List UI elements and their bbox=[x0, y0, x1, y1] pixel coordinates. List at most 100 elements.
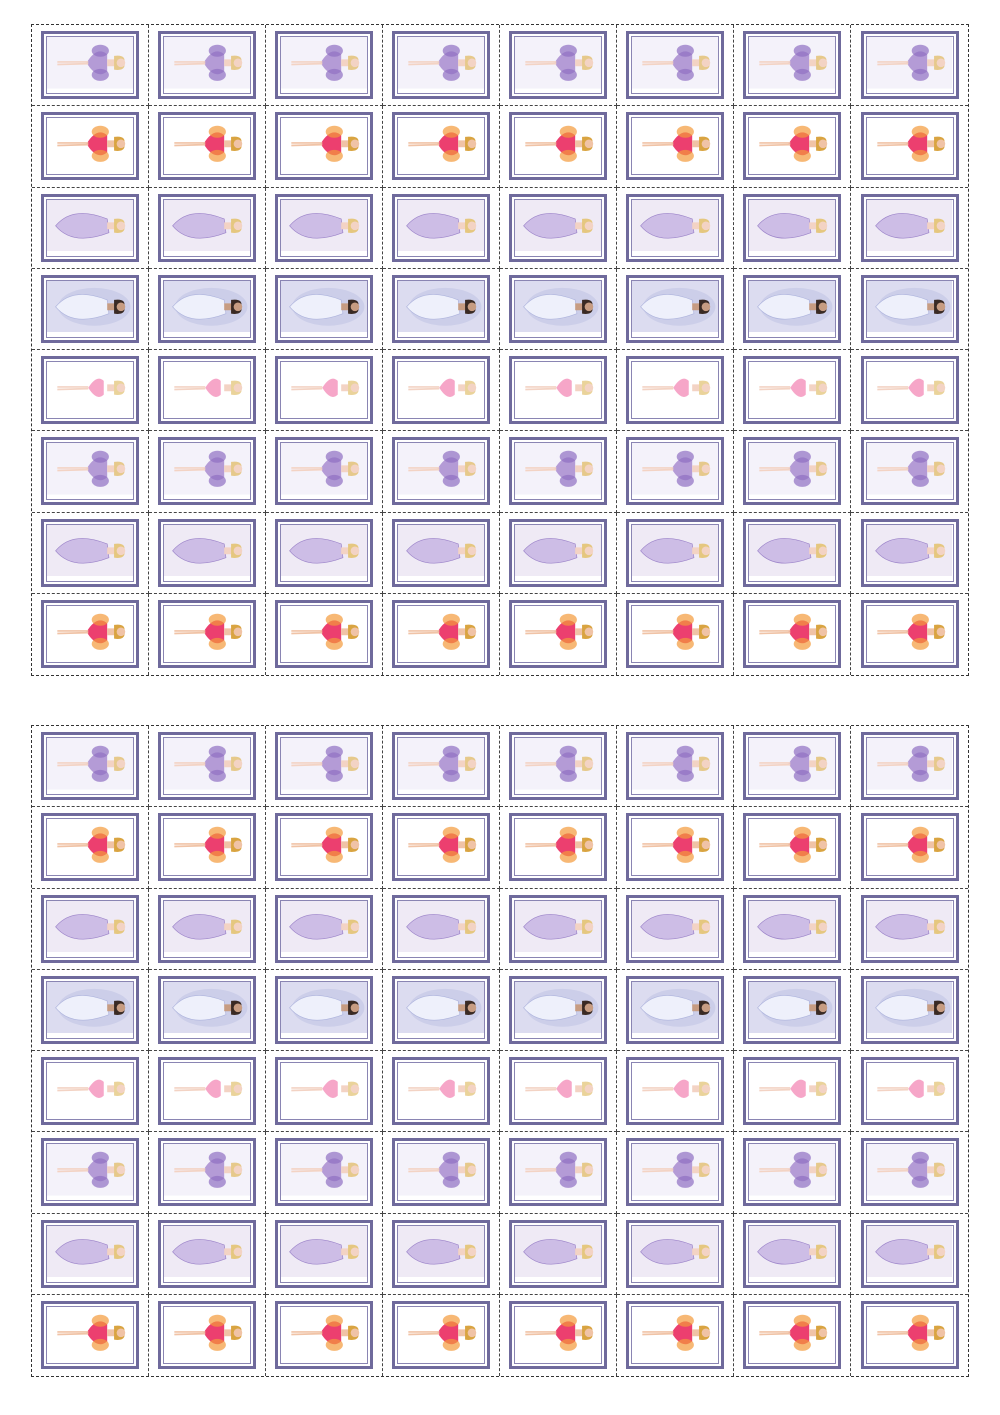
sticker-frame bbox=[514, 980, 602, 1039]
sticker-cell bbox=[149, 807, 266, 889]
sticker-cell bbox=[32, 431, 149, 513]
sticker-cell bbox=[500, 187, 617, 269]
doll-image bbox=[632, 1307, 718, 1359]
sticker-lavender-gown bbox=[626, 894, 724, 963]
sticker-frame bbox=[280, 117, 368, 176]
doll-image bbox=[866, 118, 953, 170]
sticker-frame bbox=[748, 442, 836, 501]
doll-image bbox=[866, 37, 953, 89]
sticker-lilac-fairy bbox=[392, 31, 490, 100]
sticker-frame bbox=[163, 1143, 251, 1202]
sticker-frame bbox=[46, 361, 134, 420]
sticker-lilac-fairy bbox=[158, 31, 256, 100]
doll-image bbox=[281, 981, 367, 1034]
sticker-cell bbox=[617, 512, 734, 594]
sticker-cell bbox=[32, 106, 149, 188]
sticker-cell bbox=[383, 726, 500, 808]
sticker-lilac-fairy bbox=[41, 732, 139, 801]
sticker-frame bbox=[163, 1306, 251, 1365]
sticker-cell bbox=[266, 593, 383, 675]
sticker-grid bbox=[32, 726, 968, 1376]
sticker-frame bbox=[280, 361, 368, 420]
sticker-frame bbox=[397, 737, 485, 796]
sticker-cell bbox=[500, 106, 617, 188]
doll-image bbox=[515, 118, 601, 170]
sticker-pink-fairy bbox=[275, 600, 373, 669]
sticker-frame bbox=[397, 442, 485, 501]
sticker-pink-fairy bbox=[509, 1301, 607, 1370]
sticker-cell bbox=[149, 431, 266, 513]
sticker-frame bbox=[631, 605, 719, 664]
sticker-cell bbox=[851, 1214, 968, 1295]
sticker-cell bbox=[32, 268, 149, 350]
sticker-bride-dark-hair bbox=[626, 274, 724, 343]
sticker-cell bbox=[32, 593, 149, 675]
sticker-lavender-gown bbox=[392, 1219, 490, 1288]
sticker-frame bbox=[631, 442, 719, 501]
doll-image bbox=[749, 37, 835, 89]
doll-image bbox=[281, 1225, 367, 1278]
doll-image bbox=[281, 524, 367, 577]
sticker-frame bbox=[631, 279, 719, 338]
sticker-cell bbox=[383, 187, 500, 269]
doll-image bbox=[749, 981, 835, 1034]
sticker-pink-ballerina bbox=[509, 356, 607, 425]
sticker-frame bbox=[46, 899, 134, 958]
sticker-lavender-gown bbox=[743, 894, 841, 963]
doll-image bbox=[515, 819, 601, 871]
sticker-cell bbox=[32, 807, 149, 889]
sticker-frame bbox=[748, 818, 836, 877]
sticker-pink-ballerina bbox=[626, 356, 724, 425]
sticker-bride-dark-hair bbox=[509, 975, 607, 1044]
sticker-cell bbox=[266, 350, 383, 432]
sticker-cell bbox=[851, 970, 968, 1051]
sticker-cell bbox=[266, 268, 383, 350]
sticker-bride-dark-hair bbox=[392, 274, 490, 343]
sticker-frame bbox=[631, 117, 719, 176]
sticker-bride-dark-hair bbox=[158, 975, 256, 1044]
sticker-cell bbox=[266, 807, 383, 889]
doll-image bbox=[398, 981, 484, 1034]
sticker-lavender-gown bbox=[41, 894, 139, 963]
doll-image bbox=[47, 524, 133, 577]
sticker-cell bbox=[149, 187, 266, 269]
sticker-frame bbox=[397, 1306, 485, 1365]
doll-image bbox=[866, 524, 953, 577]
sticker-pink-fairy bbox=[626, 600, 724, 669]
sticker-frame bbox=[748, 1224, 836, 1283]
sticker-pink-fairy bbox=[743, 1301, 841, 1370]
sticker-cell bbox=[266, 1132, 383, 1214]
doll-image bbox=[398, 1307, 484, 1359]
sticker-cell bbox=[149, 726, 266, 808]
doll-image bbox=[164, 524, 250, 577]
sticker-cell bbox=[149, 25, 266, 107]
sticker-cell bbox=[383, 1132, 500, 1214]
sticker-bride-dark-hair bbox=[860, 975, 959, 1044]
sticker-pink-fairy bbox=[275, 813, 373, 882]
sticker-frame bbox=[163, 980, 251, 1039]
sticker-cell bbox=[266, 106, 383, 188]
sticker-frame bbox=[631, 361, 719, 420]
sticker-frame bbox=[46, 605, 134, 664]
doll-image bbox=[749, 362, 835, 414]
sticker-cell bbox=[500, 969, 617, 1051]
sticker-frame bbox=[865, 36, 954, 95]
sticker-cell bbox=[734, 726, 851, 808]
doll-image bbox=[866, 1063, 953, 1115]
sticker-frame bbox=[631, 36, 719, 95]
sticker-pink-ballerina bbox=[509, 1057, 607, 1126]
doll-image bbox=[398, 37, 484, 89]
sticker-frame bbox=[280, 1306, 368, 1365]
sticker-pink-ballerina bbox=[626, 1057, 724, 1126]
sticker-pink-fairy bbox=[158, 1301, 256, 1370]
doll-image bbox=[398, 738, 484, 790]
sticker-cell bbox=[734, 593, 851, 675]
doll-image bbox=[515, 1063, 601, 1115]
sticker-frame bbox=[163, 818, 251, 877]
sticker-cell bbox=[734, 1213, 851, 1295]
sticker-pink-fairy bbox=[392, 112, 490, 181]
doll-image bbox=[866, 362, 953, 414]
doll-image bbox=[164, 443, 250, 495]
sticker-cell bbox=[266, 888, 383, 970]
sticker-frame bbox=[46, 1224, 134, 1283]
